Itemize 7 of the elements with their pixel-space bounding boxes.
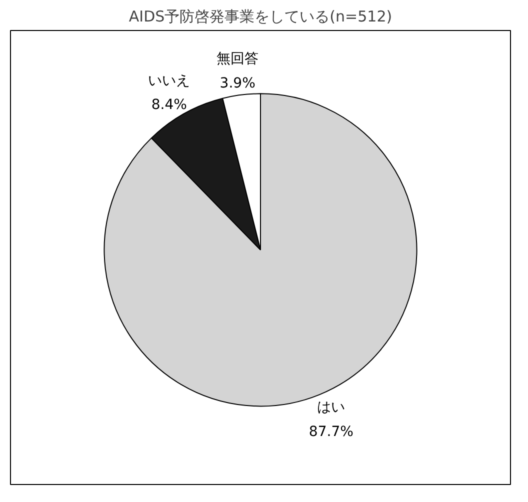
data-label: 87.7% xyxy=(308,424,354,440)
data-label: 8.4% xyxy=(151,96,187,113)
slice-label: はい xyxy=(317,400,346,416)
slice-label: 無回答 xyxy=(216,51,259,68)
data-label: 3.9% xyxy=(220,75,256,92)
slice-label: いいえ xyxy=(148,72,190,89)
chart-title: AIDS予防啓発事業をしている(n=512) xyxy=(128,8,392,26)
